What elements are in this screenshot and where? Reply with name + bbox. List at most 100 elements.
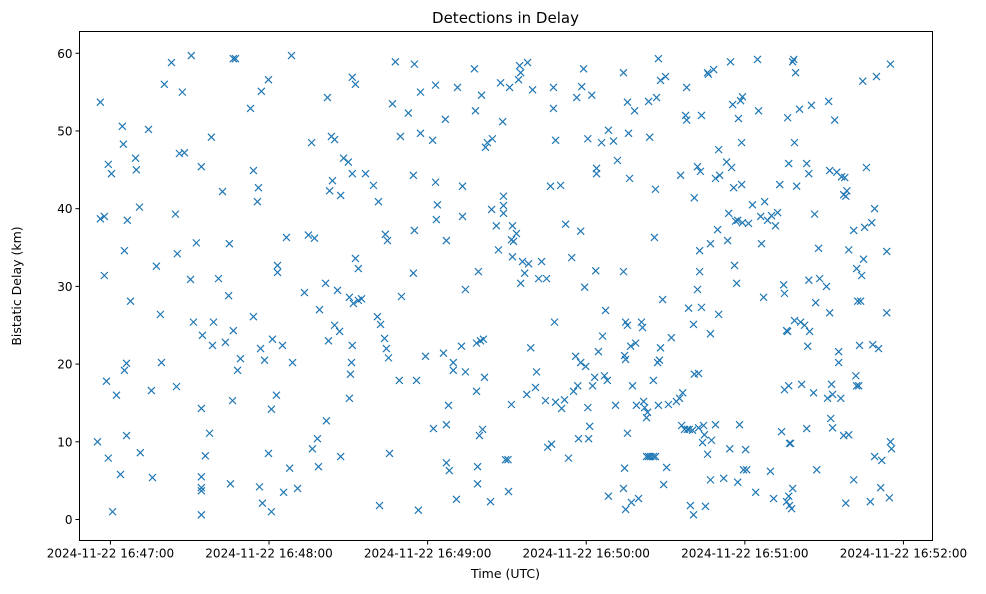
data-point [791,68,800,77]
data-point [862,163,871,172]
data-point [711,420,720,429]
data-point [788,484,797,493]
data-point [308,444,317,453]
y-tick-label: 0 [65,513,73,527]
data-point [851,371,860,380]
data-point [410,60,419,69]
data-point [107,169,116,178]
x-tick-label: 2024-11-22 16:47:00 [47,547,174,561]
y-tick-label: 60 [57,47,72,61]
data-point [651,185,660,194]
data-point [604,492,613,501]
data-point [623,429,632,438]
data-point [508,252,517,261]
data-point [313,434,322,443]
data-point [719,474,728,483]
data-point [779,280,788,289]
data-point [416,129,425,138]
data-point [825,308,834,317]
data-point [335,327,344,336]
data-point [849,475,858,484]
data-point [728,100,737,109]
data-point [585,422,594,431]
data-point [178,88,187,97]
data-point [733,478,742,487]
data-point [431,81,440,90]
data-point [310,234,319,243]
data-point [255,482,264,491]
data-point [224,291,233,300]
data-point [197,510,206,519]
data-point [209,318,218,327]
data-point [603,376,612,385]
data-point [811,298,820,307]
data-point [697,111,706,120]
data-point [584,434,593,443]
data-point [229,54,238,63]
data-point [797,380,806,389]
data-point [571,352,580,361]
data-point [634,494,643,503]
data-point [381,230,390,239]
data-point [567,253,576,262]
data-point [205,429,214,438]
data-point [885,493,894,502]
data-point [307,138,316,147]
data-point [707,436,716,445]
data-point [156,310,165,319]
data-point [345,293,354,302]
data-point [509,237,518,246]
data-point [650,233,659,242]
data-point [198,331,207,340]
data-point [442,420,451,429]
data-point [267,405,276,414]
data-point [537,257,546,266]
data-point [803,342,812,351]
data-point [709,65,718,74]
data-point [759,293,768,302]
data-point [676,171,685,180]
data-point [600,371,609,380]
data-point [249,166,258,175]
data-point [751,488,760,497]
data-point [104,454,113,463]
data-point [726,57,735,66]
data-point [828,390,837,399]
data-point [470,64,479,73]
data-point [346,370,355,379]
data-point [834,347,843,356]
data-point [461,285,470,294]
data-point [100,212,109,221]
data-point [481,143,490,152]
data-point [619,68,628,77]
data-point [852,264,861,273]
data-point [757,239,766,248]
data-point [180,148,189,157]
data-point [518,257,527,266]
data-point [684,304,693,313]
data-point [449,358,458,367]
data-point [682,83,691,92]
data-point [659,480,668,489]
data-point [681,111,690,120]
data-point [860,223,869,232]
data-point [473,462,482,471]
data-point [496,78,505,87]
data-point [345,394,354,403]
data-point [591,266,600,275]
data-point [472,339,481,348]
data-point [442,236,451,245]
data-point [100,271,109,280]
data-point [569,387,578,396]
data-point [285,464,294,473]
data-point [682,116,691,125]
data-point [233,366,242,375]
data-point [323,93,332,102]
data-point [474,267,483,276]
data-point [189,318,198,327]
data-point [396,132,405,141]
data-point [694,423,703,432]
data-point [410,226,419,235]
data-point [514,75,523,84]
data-point [321,279,330,288]
